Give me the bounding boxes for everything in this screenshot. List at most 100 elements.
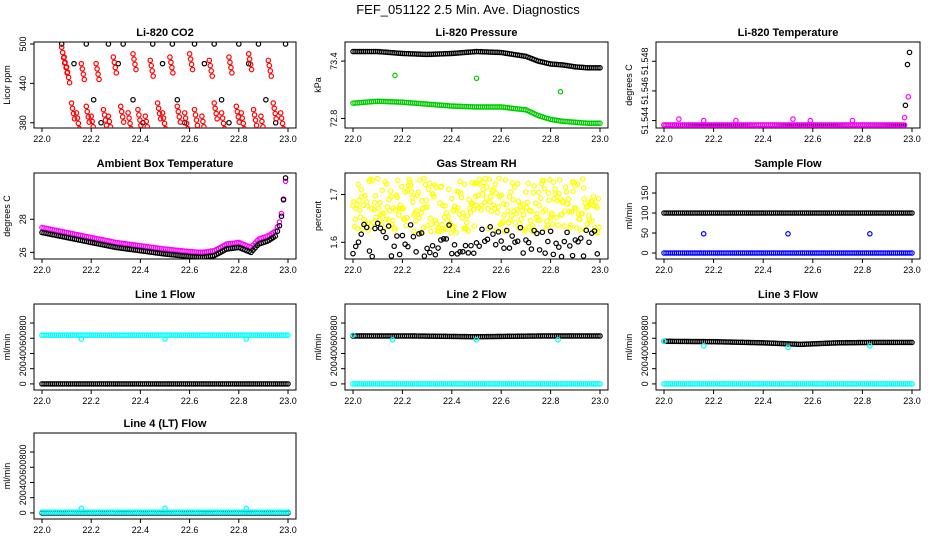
point-yellow: [434, 220, 440, 227]
point-black: [586, 239, 592, 246]
point-cyan-outliers: [785, 344, 791, 351]
point-red: [266, 62, 273, 69]
point-red: [71, 116, 78, 122]
point-yellow: [380, 210, 387, 217]
point-red: [85, 114, 92, 120]
point-yellow: [428, 228, 434, 235]
x-tick-label: 22.8: [854, 134, 872, 144]
point-yellow: [537, 217, 543, 223]
point-black: [547, 228, 554, 235]
point-yellow: [369, 177, 376, 184]
point-red: [69, 105, 76, 112]
x-tick-label: 23.0: [279, 396, 297, 406]
point-yellow: [465, 228, 472, 234]
point-yellow: [511, 184, 518, 190]
point-yellow: [530, 189, 537, 196]
point-yellow: [525, 180, 531, 187]
point-cyan-outliers: [243, 505, 249, 512]
point-yellow: [358, 186, 365, 193]
panel-5: Sample Flow ml/min 22.0 22.2 22.4 22.6 22.8 23.…: [624, 158, 921, 275]
point-yellow: [359, 193, 365, 200]
point-red: [62, 59, 68, 66]
point-yellow: [394, 194, 400, 200]
point-red: [245, 51, 252, 57]
point-red: [135, 106, 141, 113]
point-yellow: [534, 210, 540, 217]
point-red: [96, 76, 102, 83]
point-yellow: [375, 205, 382, 212]
y-tick-label: 72.8: [329, 110, 339, 128]
point-black: [556, 244, 562, 250]
point-red: [271, 105, 278, 112]
point-red: [68, 100, 75, 106]
y-axis-label: ml/min: [313, 334, 323, 361]
point-red: [189, 66, 196, 73]
point-red: [186, 51, 193, 57]
x-tick-label: 22.0: [33, 265, 51, 275]
x-tick-label: 22.4: [132, 134, 150, 144]
point-red: [246, 56, 253, 62]
point-yellow: [374, 175, 381, 182]
point-red: [218, 110, 225, 116]
point-yellow: [500, 200, 507, 207]
point-black: [490, 231, 496, 237]
point-red: [240, 120, 247, 127]
point-black: [583, 227, 590, 234]
point-black: [484, 236, 491, 243]
point-cyan: [595, 381, 601, 387]
point-yellow: [523, 189, 529, 195]
point-red: [58, 44, 65, 51]
point-black: [904, 61, 911, 68]
point-red: [201, 123, 207, 128]
point-red: [110, 54, 117, 60]
point-cyan: [283, 332, 289, 339]
point-black: [282, 42, 289, 47]
point-magenta-outliers: [807, 117, 814, 124]
data-points: [39, 175, 289, 259]
point-yellow: [483, 195, 490, 201]
point-red: [168, 59, 174, 66]
x-tick-label: 22.2: [82, 525, 100, 535]
point-red: [133, 66, 139, 73]
x-tick-label: 22.8: [230, 134, 248, 144]
point-yellow: [555, 222, 561, 229]
point-red: [206, 57, 213, 64]
point-black: [236, 42, 242, 47]
point-magenta-outliers: [676, 116, 682, 122]
point-yellow: [472, 180, 478, 187]
point-black: [350, 250, 356, 257]
point-black: [514, 238, 521, 245]
point-yellow: [556, 190, 562, 197]
point-cyan: [285, 332, 291, 339]
point-black: [446, 222, 452, 228]
point-red: [181, 110, 188, 116]
point-red: [111, 59, 118, 66]
point-yellow: [407, 178, 413, 185]
plot-frame: [655, 172, 921, 260]
panel-title: Line 3 Flow: [758, 289, 818, 301]
x-tick-label: 22.8: [854, 396, 872, 406]
point-red: [238, 110, 245, 116]
point-red: [117, 103, 124, 110]
x-tick-label: 22.4: [132, 265, 150, 275]
x-tick-label: 22.4: [754, 396, 772, 406]
point-black: [542, 250, 548, 256]
point-black: [372, 225, 378, 232]
point-yellow: [481, 199, 488, 206]
panel-2: Li-820 Temperature degrees C 22.0 22.2 22.4 2…: [624, 27, 921, 144]
point-yellow: [562, 184, 569, 191]
point-yellow: [579, 210, 585, 217]
point-red: [89, 118, 95, 125]
point-cyan-outliers: [867, 343, 873, 349]
point-red: [93, 60, 99, 67]
point-red: [193, 117, 200, 123]
point-black: [83, 42, 90, 47]
point-black: [413, 249, 419, 255]
point-black: [553, 240, 559, 247]
y-axis-label: Licor ppm: [2, 65, 12, 105]
y-axis-label: ml/min: [2, 463, 12, 490]
point-black: [283, 381, 289, 387]
point-red: [156, 110, 163, 117]
point-red: [259, 118, 265, 125]
point-red: [127, 120, 133, 127]
